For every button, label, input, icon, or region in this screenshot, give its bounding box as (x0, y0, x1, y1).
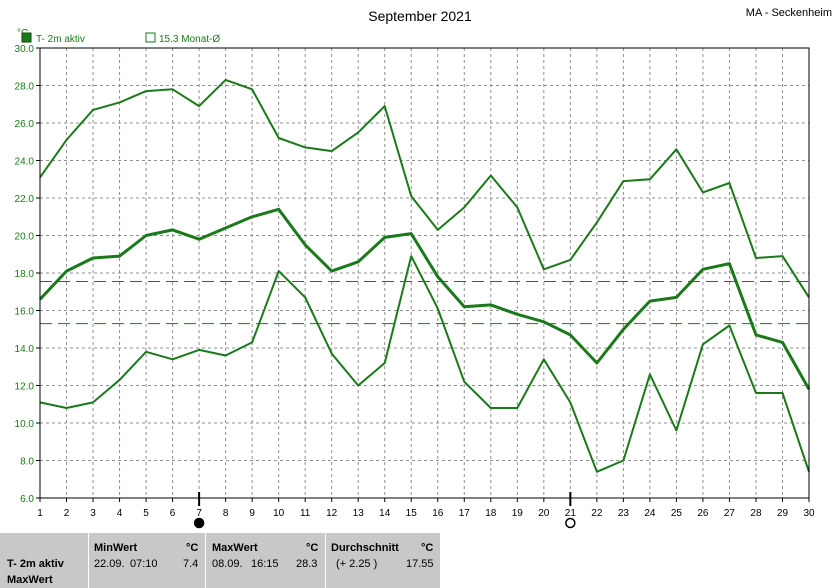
y-tick-label: 20.0 (15, 232, 35, 243)
legend-label-active: T- 2m aktiv (36, 34, 85, 45)
stats-divider (205, 533, 206, 588)
x-tick-label: 30 (803, 508, 815, 519)
y-tick-label: 24.0 (15, 157, 35, 168)
grid (40, 48, 809, 498)
full-moon-icon (565, 517, 576, 529)
stats-divider (325, 533, 326, 588)
max-header: MaxWert (212, 542, 258, 554)
x-tick-label: 16 (432, 508, 444, 519)
legend-label-monthly: 15.3 Monat-Ø (159, 34, 220, 45)
y-tick-label: 8.0 (20, 457, 34, 468)
min-time: 07:10 (130, 558, 158, 570)
x-tick-label: 23 (618, 508, 630, 519)
y-tick-label: 28.0 (15, 82, 35, 93)
stats-row-label: T- 2m aktiv (7, 558, 64, 570)
x-tick-label: 13 (353, 508, 365, 519)
x-tick-label: 5 (143, 508, 149, 519)
x-tick-label: 3 (90, 508, 96, 519)
min-value: 7.4 (183, 558, 199, 570)
x-axis: 1 2 3 4 5 6 7 8 9 10 11 12 13 14 15 16 17 18 19 20 21 22 23 24 2… (37, 498, 815, 519)
x-tick-label: 11 (300, 508, 311, 519)
stats-row-label-2: MaxWert (7, 574, 53, 586)
x-tick-label: 28 (750, 508, 762, 519)
min-unit: °C (186, 542, 199, 554)
x-tick-label: 9 (249, 508, 255, 519)
y-tick-label: 16.0 (15, 307, 35, 318)
min-date: 22.09. (94, 558, 125, 570)
y-tick-label: 18.0 (15, 269, 35, 280)
y-axis: 6.0 8.0 10.0 12.0 14.0 16.0 18.0 20.0 22.0 24.0 26… (15, 44, 40, 505)
plot-frame (39, 47, 810, 499)
y-tick-label: 30.0 (15, 44, 35, 55)
temperature-chart: September 2021 MA - Seckenheim °C T- 2m … (15, 7, 832, 529)
x-tick-label: 6 (170, 508, 176, 519)
avg-unit: °C (421, 542, 434, 554)
x-tick-label: 19 (512, 508, 524, 519)
x-tick-label: 22 (591, 508, 603, 519)
location-label: MA - Seckenheim (746, 7, 832, 19)
x-tick-label: 12 (326, 508, 338, 519)
stats-background (0, 533, 440, 588)
x-tick-label: 17 (459, 508, 471, 519)
avg-header: Durchschnitt (331, 542, 399, 554)
x-tick-label: 29 (777, 508, 789, 519)
chart-title: September 2021 (368, 8, 472, 24)
max-unit: °C (306, 542, 319, 554)
x-tick-label: 1 (37, 508, 43, 519)
avg-value: 17.55 (406, 558, 434, 570)
y-tick-label: 12.0 (15, 382, 35, 393)
legend-swatch-monthly (145, 32, 156, 43)
x-tick-label: 10 (273, 508, 285, 519)
x-tick-label: 21 (565, 508, 577, 519)
series-line-mean (38, 207, 811, 391)
stats-divider (88, 533, 89, 588)
x-tick-label: 18 (485, 508, 497, 519)
x-tick-label: 20 (538, 508, 550, 519)
x-tick-label: 26 (697, 508, 709, 519)
x-tick-label: 15 (406, 508, 418, 519)
reference-lines (40, 280, 809, 325)
x-tick-label: 8 (223, 508, 229, 519)
y-tick-label: 14.0 (15, 344, 35, 355)
max-value: 28.3 (296, 558, 318, 570)
max-date: 08.09. (212, 558, 243, 570)
new-moon-icon (193, 517, 205, 529)
x-tick-label: 14 (379, 508, 391, 519)
y-tick-label: 22.0 (15, 194, 35, 205)
x-tick-label: 2 (64, 508, 70, 519)
y-tick-label: 10.0 (15, 419, 35, 430)
x-tick-label: 7 (196, 508, 202, 519)
avg-diff: (+ 2.25 ) (336, 558, 378, 570)
series-line-max (39, 78, 810, 298)
max-time: 16:15 (251, 558, 279, 570)
series-line-min (39, 255, 810, 473)
legend-swatch-active (21, 32, 32, 43)
min-header: MinWert (94, 542, 138, 554)
y-tick-label: 26.0 (15, 119, 35, 130)
x-tick-label: 27 (724, 508, 736, 519)
x-tick-label: 24 (644, 508, 656, 519)
y-tick-label: 6.0 (20, 494, 34, 505)
stats-panel: T- 2m aktiv MaxWert MinWert °C 22.09. 07… (0, 533, 835, 588)
x-tick-label: 25 (671, 508, 683, 519)
data-series (38, 78, 811, 473)
moon-phases (193, 492, 576, 529)
x-tick-label: 4 (117, 508, 123, 519)
